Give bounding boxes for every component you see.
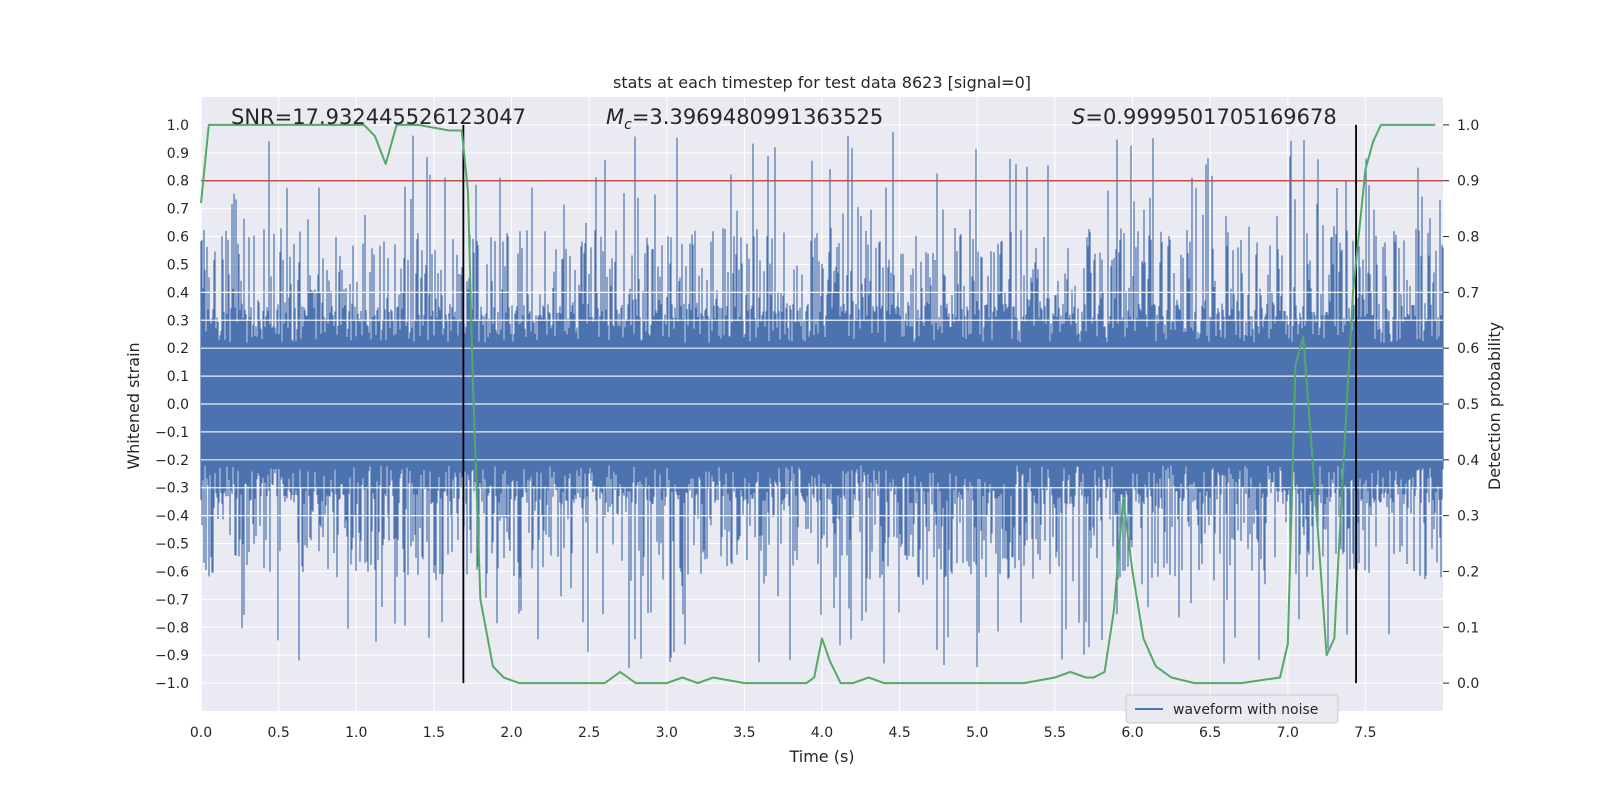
legend-label: waveform with noise [1173,702,1318,718]
y-tick-label: 0.6 [167,230,189,246]
legend-box [1125,694,1339,724]
x-tick-label: 2.5 [578,725,600,741]
y-tick-label: 0.4 [167,285,189,301]
y2-tick-label: 0.7 [1457,285,1479,301]
x-tick-label: 2.0 [500,725,522,741]
y-tick-label: 0.5 [167,257,189,273]
y-tick-label: −0.5 [155,537,189,553]
x-axis-title: Time (s) [788,747,854,766]
chirp-mass-symbol: M [606,105,624,129]
x-tick-label: 7.0 [1277,725,1299,741]
y-tick-label: 1.0 [167,118,189,134]
score-symbol: S [1072,105,1085,129]
chart-title: stats at each timestep for test data 862… [613,73,1031,92]
y-tick-label: −0.1 [155,425,189,441]
y-tick-label: −0.3 [155,481,189,497]
x-tick-label: 1.0 [345,725,367,741]
y-tick-label: 0.0 [167,397,189,413]
detection-probability-line [200,123,1436,685]
snr-annotation: SNR=17.932445526123047 [231,105,526,129]
y-tick-label: −0.7 [155,592,189,608]
x-tick-label: 3.0 [656,725,678,741]
probability-line [200,123,1436,685]
y-tick-label: 0.1 [167,369,189,385]
y2-tick-label: 1.0 [1457,118,1479,134]
y-tick-label: −0.6 [155,564,189,580]
chirp-mass-subscript: c [624,117,632,133]
y-tick-label: −0.2 [155,453,189,469]
y2-tick-label: 0.9 [1457,174,1479,190]
y2-tick-label: 0.3 [1457,509,1479,525]
chirp-mass-value: =3.3969480991363525 [632,105,883,129]
y-axis-ticks: 1.0 0.9 0.8 0.7 0.6 0.5 0.4 0.3 0.2 0.1 0.0 −0.1 −0.… [155,118,189,692]
y-tick-label: 0.7 [167,202,189,218]
x-tick-label: 6.0 [1121,725,1143,741]
event-markers [462,124,1357,684]
y2-tick-label: 0.5 [1457,397,1479,413]
noise-waveform [200,131,1444,668]
y2-tick-label: 0.2 [1457,564,1479,580]
y-axis-title: Whitened strain [124,342,143,469]
y-tick-label: 0.9 [167,146,189,162]
x-tick-label: 5.0 [966,725,988,741]
y2-tick-label: 0.8 [1457,230,1479,246]
x-tick-label: 5.5 [1044,725,1066,741]
x-tick-label: 6.5 [1199,725,1221,741]
legend: waveform with noise [1125,694,1339,724]
y-tick-label: −0.9 [155,648,189,664]
score-annotation: S=0.9999501705169678 [1072,105,1337,129]
x-tick-label: 7.5 [1354,725,1376,741]
y2-tick-label: 0.4 [1457,453,1479,469]
x-tick-label: 4.5 [888,725,910,741]
y-tick-label: −0.8 [155,620,189,636]
y-tick-label: −0.4 [155,509,189,525]
x-tick-label: 3.5 [733,725,755,741]
y2-axis-title: Detection probability [1485,322,1504,490]
y-tick-label: 0.2 [167,341,189,357]
y-tick-label: 0.3 [167,313,189,329]
y-tick-label: −1.0 [155,676,189,692]
score-value: =0.9999501705169678 [1085,105,1336,129]
x-tick-label: 0.5 [267,725,289,741]
x-axis-ticks: 0.0 0.5 1.0 1.5 2.0 2.5 3.0 3.5 4.0 4.5 5.0 5.5 6.0 6… [190,725,1377,741]
chirp-mass-annotation: Mc=3.3969480991363525 [606,105,883,133]
x-tick-label: 1.5 [423,725,445,741]
y2-tick-label: 0.0 [1457,676,1479,692]
y2-tick-label: 0.1 [1457,620,1479,636]
x-tick-label: 0.0 [190,725,212,741]
y2-tick-label: 0.6 [1457,341,1479,357]
y2-axis-ticks: 1.0 0.9 0.8 0.7 0.6 0.5 0.4 0.3 0.2 0.1 0.0 [1443,118,1479,692]
y-tick-label: 0.8 [167,174,189,190]
x-tick-label: 4.0 [811,725,833,741]
